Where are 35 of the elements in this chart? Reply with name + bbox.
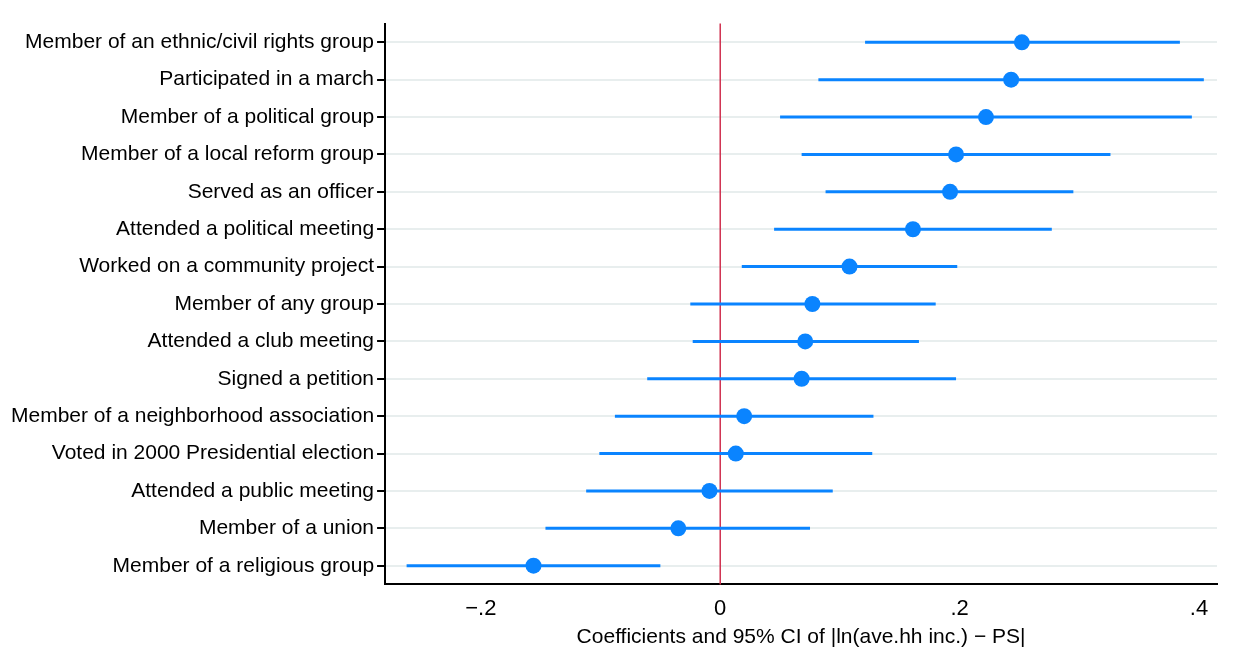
y-tick-label: Member of any group xyxy=(174,290,375,314)
point xyxy=(793,370,810,387)
y-tick-label: Attended a political meeting xyxy=(116,216,375,240)
y-tick-label: Member of a union xyxy=(198,515,375,539)
y-tick-label: Voted in 2000 Presidential election xyxy=(51,440,375,464)
x-tick-label: 0 xyxy=(714,594,727,620)
point xyxy=(525,557,542,574)
point xyxy=(1003,71,1020,88)
x-tick-label: .2 xyxy=(950,594,969,620)
point xyxy=(948,146,965,163)
point xyxy=(670,520,687,537)
y-tick-label: Member of a local reform group xyxy=(81,141,375,165)
point xyxy=(942,183,959,200)
point xyxy=(977,109,994,126)
point xyxy=(804,296,821,312)
x-tick-label: .4 xyxy=(1189,594,1209,620)
point xyxy=(736,408,753,425)
point xyxy=(727,445,744,462)
y-tick-label: Signed a petition xyxy=(217,365,375,389)
y-tick-label: Member of a political group xyxy=(120,103,375,127)
y-tick-label: Attended a club meeting xyxy=(147,328,375,352)
point xyxy=(1013,34,1030,51)
y-tick-label: Member of a neighborhood association xyxy=(11,402,375,426)
y-tick-label: Attended a public meeting xyxy=(131,477,375,501)
y-tick-label: Member of a religious group xyxy=(112,552,375,576)
y-tick-label: Served as an officer xyxy=(187,178,375,202)
x-axis-title: Coefficients and 95% CI of |ln(ave.hh inc.) − PS| xyxy=(576,624,1026,648)
point xyxy=(904,221,921,238)
point xyxy=(797,333,814,350)
y-tick-label: Worked on a community project xyxy=(79,253,375,277)
x-tick-label: −.2 xyxy=(465,594,497,620)
y-tick-label: Member of an ethnic/civil rights group xyxy=(25,29,375,53)
point xyxy=(701,482,718,499)
y-tick-label: Participated in a march xyxy=(159,66,375,90)
point xyxy=(841,258,858,275)
